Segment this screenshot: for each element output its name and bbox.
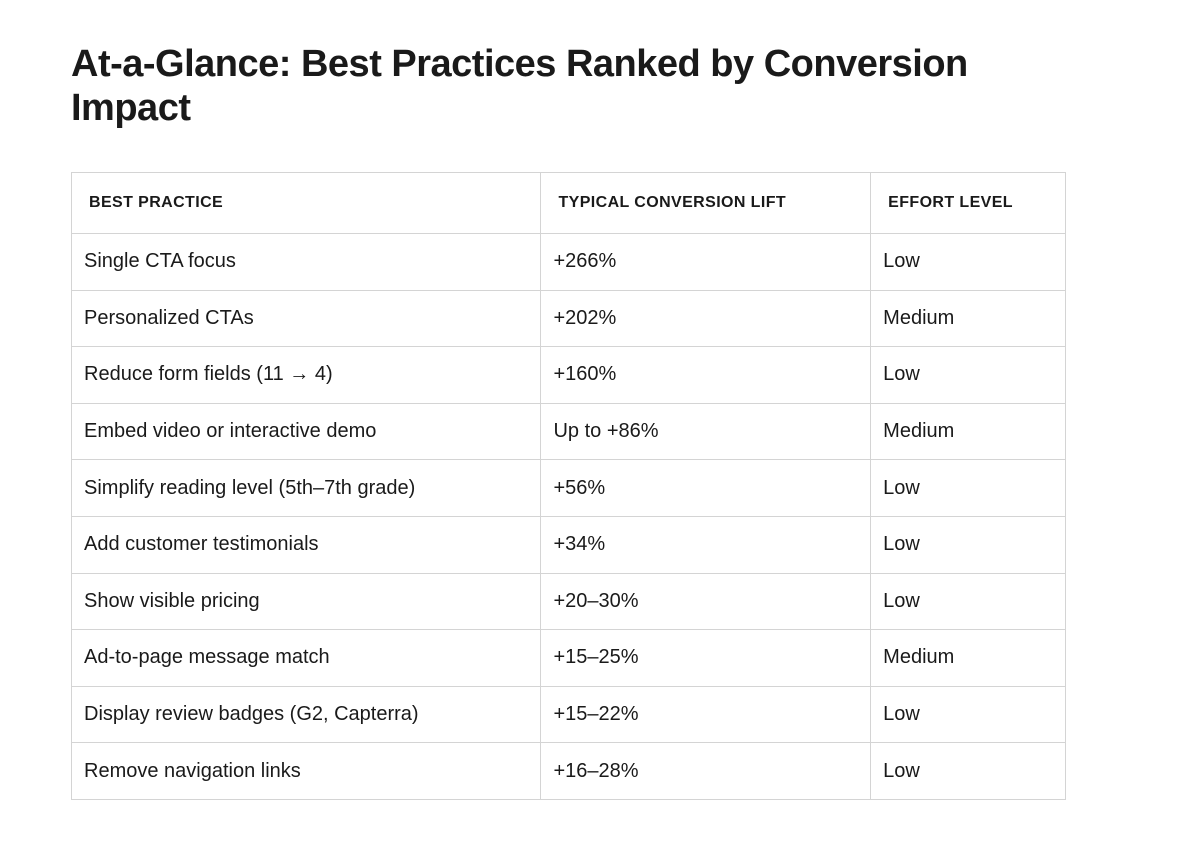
table-cell: +160% <box>540 346 872 404</box>
table-row: Show visible pricing +20–30% Low <box>70 572 1066 631</box>
table-cell: +56% <box>540 459 872 517</box>
table-cell: Up to +86% <box>540 402 872 461</box>
table-cell: Low <box>870 459 1066 517</box>
table-cell: Simplify reading level (5th–7th grade) <box>70 459 542 517</box>
table-row: Add customer testimonials +34% Low <box>70 515 1066 574</box>
table-cell: Medium <box>870 289 1066 348</box>
table-row: Embed video or interactive demo Up to +86… <box>70 402 1066 461</box>
practices-table: BEST PRACTICE TYPICAL CONVERSION LIFT EFFO… <box>70 172 1066 800</box>
table-cell: Display review badges (G2, Capterra) <box>70 685 542 744</box>
table-row: Display review badges (G2, Capterra) +15–… <box>70 685 1066 744</box>
table-cell: +34% <box>540 515 872 574</box>
table-cell: Low <box>870 346 1066 404</box>
table-cell: Reduce form fields (11 → 4) <box>70 346 542 404</box>
table-cell: Low <box>870 742 1066 800</box>
table-cell: Low <box>870 572 1066 631</box>
table-cell: Medium <box>870 629 1066 687</box>
column-header: BEST PRACTICE <box>70 172 542 234</box>
table-cell: +202% <box>540 289 872 348</box>
table-cell: Single CTA focus <box>70 233 542 291</box>
table-cell: Show visible pricing <box>70 572 542 631</box>
header-row: BEST PRACTICE TYPICAL CONVERSION LIFT EFFO… <box>70 172 1066 234</box>
table-row: Personalized CTAs +202% Medium <box>70 289 1066 348</box>
table-cell: Embed video or interactive demo <box>70 402 542 461</box>
table-head: BEST PRACTICE TYPICAL CONVERSION LIFT EFFO… <box>70 172 1066 234</box>
table-cell: Low <box>870 515 1066 574</box>
column-header: EFFORT LEVEL <box>870 172 1066 234</box>
table-row: Simplify reading level (5th–7th grade) +5… <box>70 459 1066 517</box>
table-row: Single CTA focus +266% Low <box>70 233 1066 291</box>
page-title: At-a-Glance: Best Practices Ranked by Co… <box>71 43 968 129</box>
table-cell: Low <box>870 685 1066 744</box>
table-cell: +15–22% <box>540 685 872 744</box>
table-cell: Ad-to-page message match <box>70 629 542 687</box>
table-cell: Medium <box>870 402 1066 461</box>
table-row: Remove navigation links +16–28% Low <box>70 742 1066 800</box>
table-cell: +266% <box>540 233 872 291</box>
table-cell: +16–28% <box>540 742 872 800</box>
table-row: Ad-to-page message match +15–25% Medium <box>70 629 1066 687</box>
table-cell: +20–30% <box>540 572 872 631</box>
table-cell: Personalized CTAs <box>70 289 542 348</box>
column-header: TYPICAL CONVERSION LIFT <box>540 172 872 234</box>
table-cell: Remove navigation links <box>70 742 542 800</box>
table-cell: Low <box>870 233 1066 291</box>
table-cell: Add customer testimonials <box>70 515 542 574</box>
table-body: Single CTA focus +266% Low Personalized CTA… <box>70 233 1066 800</box>
table-row: Reduce form fields (11 → 4) +160% Low <box>70 346 1066 404</box>
table-cell: +15–25% <box>540 629 872 687</box>
